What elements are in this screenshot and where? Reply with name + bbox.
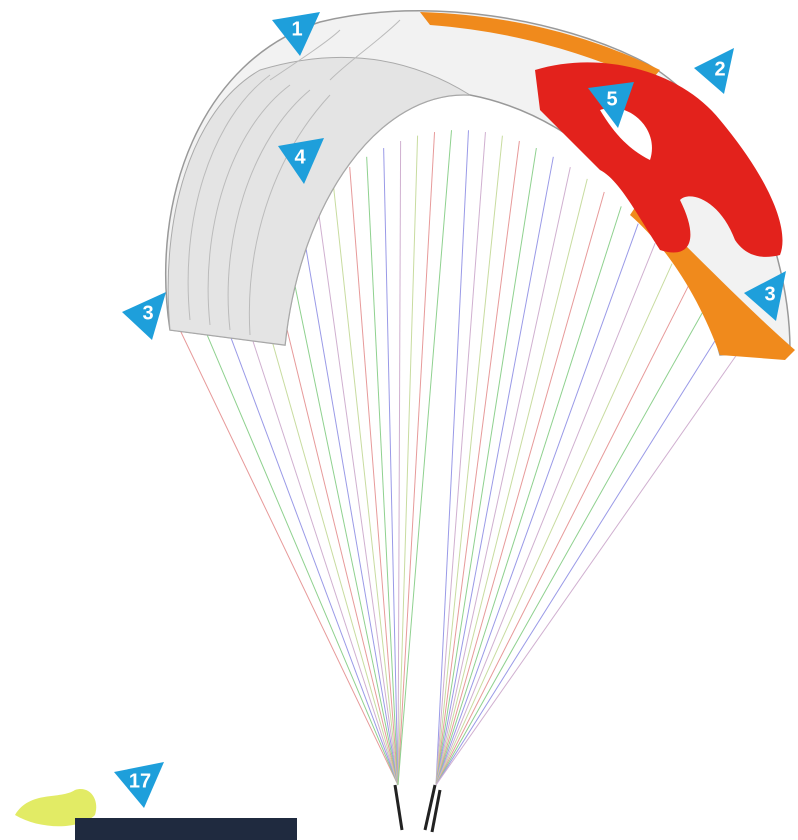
suspension-line [398, 141, 401, 785]
callout-label: 3 [764, 283, 775, 305]
callout: 2 [694, 48, 734, 94]
suspension-line [197, 311, 398, 785]
callout-label: 1 [291, 18, 302, 40]
suspension-line [214, 292, 398, 785]
callout-label: 3 [142, 302, 153, 324]
callout: 3 [122, 292, 166, 340]
harness-bag [75, 818, 297, 840]
suspension-line [436, 264, 672, 785]
paraglider-diagram: 1 2 3 4 5 3 17 [0, 0, 798, 840]
suspension-line [436, 243, 655, 785]
callout-label: 5 [606, 88, 617, 110]
suspension-line [436, 306, 706, 785]
callout-label: 4 [294, 146, 306, 168]
suspension-line [333, 179, 398, 785]
risers [395, 785, 440, 832]
callout-label: 17 [129, 770, 151, 792]
callout: 17 [114, 762, 164, 808]
suspension-line [436, 167, 570, 785]
suspension-line [436, 148, 536, 785]
suspension-line [180, 330, 398, 785]
red-pattern [535, 62, 783, 257]
suspension-line [231, 274, 398, 785]
suspension-line [282, 222, 398, 785]
suspension-line [436, 136, 502, 785]
suspension-line [316, 192, 398, 785]
suspension-line [398, 136, 418, 785]
suspension-line [436, 224, 638, 785]
callout-label: 2 [714, 58, 725, 80]
suspension-line [436, 285, 689, 785]
suspension-line [398, 132, 435, 785]
suspension-line [436, 206, 621, 785]
suspension-line [436, 350, 740, 785]
